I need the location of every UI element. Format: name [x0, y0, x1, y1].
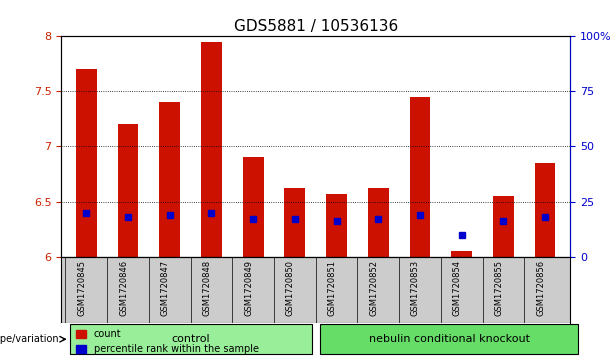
Bar — [368, 188, 389, 257]
Bar — [201, 42, 222, 257]
Text: GSM1720847: GSM1720847 — [161, 260, 170, 316]
Legend: count, percentile rank within the sample: count, percentile rank within the sample — [72, 326, 262, 358]
Text: GSM1720850: GSM1720850 — [286, 260, 295, 316]
Text: GSM1720854: GSM1720854 — [452, 260, 462, 316]
Bar — [243, 158, 264, 257]
Text: GSM1720852: GSM1720852 — [369, 260, 378, 316]
Bar — [118, 125, 139, 257]
Bar — [409, 97, 430, 257]
FancyBboxPatch shape — [70, 325, 311, 354]
Bar — [535, 163, 555, 257]
Text: GSM1720853: GSM1720853 — [411, 260, 420, 316]
Text: GSM1720846: GSM1720846 — [119, 260, 128, 316]
Bar — [493, 196, 514, 257]
Text: GSM1720849: GSM1720849 — [244, 260, 253, 316]
Text: GSM1720851: GSM1720851 — [327, 260, 337, 316]
Bar — [284, 188, 305, 257]
Bar — [159, 102, 180, 257]
Text: GSM1720856: GSM1720856 — [536, 260, 545, 316]
Bar — [451, 251, 472, 257]
Bar — [326, 194, 347, 257]
Text: GSM1720855: GSM1720855 — [494, 260, 503, 316]
Text: genotype/variation: genotype/variation — [0, 334, 59, 344]
Text: GSM1720845: GSM1720845 — [77, 260, 86, 316]
Text: GSM1720848: GSM1720848 — [202, 260, 211, 316]
Text: nebulin conditional knockout: nebulin conditional knockout — [368, 334, 530, 344]
Bar — [76, 69, 97, 257]
Title: GDS5881 / 10536136: GDS5881 / 10536136 — [234, 19, 398, 34]
Text: control: control — [171, 334, 210, 344]
FancyBboxPatch shape — [320, 325, 579, 354]
